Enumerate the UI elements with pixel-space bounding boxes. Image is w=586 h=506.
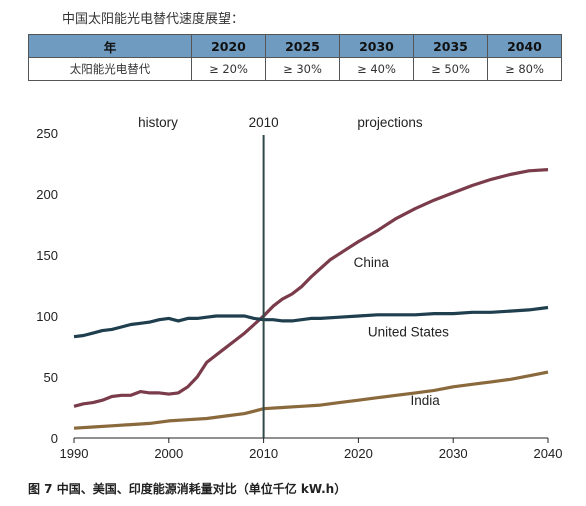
table-header-cell: 2035 — [413, 34, 488, 58]
table-header-cell: 2040 — [487, 34, 562, 58]
table-header-cell: 2020 — [191, 34, 266, 58]
substitution-table: 年 2020 2025 2030 2035 2040 太阳能光电替代 ≥ 20%… — [28, 34, 562, 81]
table-cell: ≥ 30% — [265, 57, 340, 81]
table-cell: ≥ 50% — [413, 57, 488, 81]
series-label-china: China — [354, 255, 390, 270]
table-cell: ≥ 20% — [191, 57, 266, 81]
x-tick-label: 2000 — [154, 446, 183, 461]
series-line-united-states — [73, 305, 549, 339]
table-cell: ≥ 40% — [339, 57, 414, 81]
table-header-cell: 年 — [28, 34, 192, 58]
split-year-label: 2010 — [249, 115, 279, 130]
intro-text: 中国太阳能光电替代速度展望： — [62, 12, 245, 27]
figure-caption: 图 7 中国、美国、印度能源消耗量对比（单位千亿 kW.h） — [28, 482, 347, 496]
series-line-china — [73, 168, 549, 408]
x-tick-label: 2020 — [344, 446, 373, 461]
history-label: history — [138, 115, 178, 130]
table-header-cell: 2030 — [339, 34, 414, 58]
table-row: 太阳能光电替代 ≥ 20% ≥ 30% ≥ 40% ≥ 50% ≥ 80% — [28, 57, 562, 81]
table-row-label: 太阳能光电替代 — [28, 57, 192, 81]
y-tick-label: 150 — [36, 248, 58, 263]
y-tick-label: 0 — [51, 431, 58, 446]
table-header-row: 年 2020 2025 2030 2035 2040 — [28, 34, 562, 58]
table-header-cell: 2025 — [265, 34, 340, 58]
projections-label: projections — [357, 115, 423, 130]
y-tick-label: 250 — [36, 126, 58, 141]
table-cell: ≥ 80% — [487, 57, 562, 81]
x-tick-label: 2040 — [534, 446, 563, 461]
x-tick-label: 1990 — [60, 446, 89, 461]
y-tick-label: 50 — [44, 370, 58, 385]
y-tick-label: 200 — [36, 187, 58, 202]
x-tick-label: 2010 — [249, 446, 278, 461]
energy-consumption-chart: 1990 2000 2010 2020 2030 2040 0 50 100 150 200 250 h… — [36, 115, 563, 461]
y-tick-label: 100 — [36, 309, 58, 324]
series-label-india: India — [411, 393, 441, 408]
series-label-united-states: United States — [368, 325, 449, 340]
series-line-india — [73, 370, 549, 430]
x-tick-label: 2030 — [439, 446, 468, 461]
